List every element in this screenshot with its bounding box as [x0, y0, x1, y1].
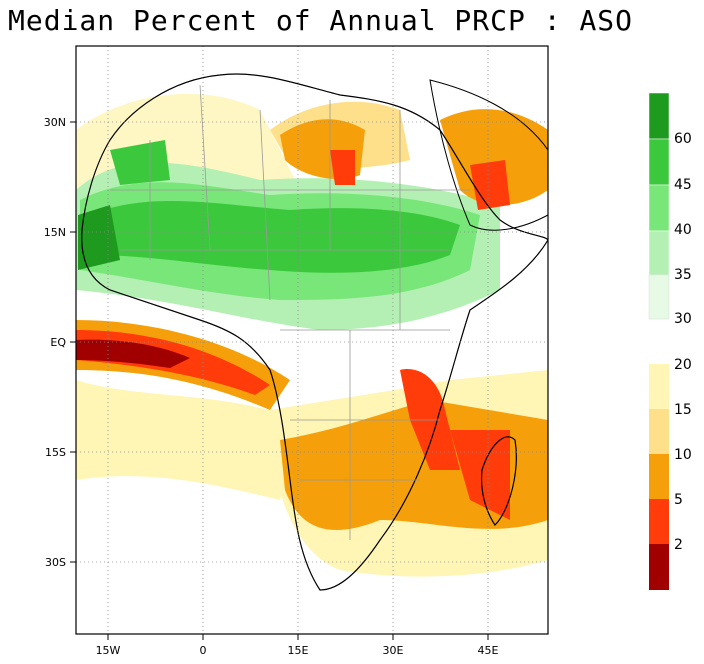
legend-swatch-dry-0 [649, 364, 669, 409]
legend-wet [648, 92, 670, 320]
x-tick-15w: 15W [96, 644, 121, 657]
legend-swatch-wet-1 [648, 138, 670, 186]
y-tick-30s: 30S [45, 556, 66, 569]
tick-marks [70, 121, 489, 640]
legend-label-40: 40 [674, 222, 692, 238]
precip-shading [76, 73, 548, 591]
legend-label-60: 60 [674, 131, 692, 147]
madagascar-outline [480, 436, 517, 526]
legend-dry [649, 364, 669, 590]
africa-outline [81, 73, 548, 591]
legend-swatch-wet-3 [648, 230, 670, 276]
chart-title: Median Percent of Annual PRCP : ASO [8, 4, 634, 37]
legend-label-15: 15 [674, 402, 692, 418]
red-patch-arabia [470, 160, 510, 210]
darkred-band-gulf [76, 339, 190, 368]
red-zone-mozambique [400, 369, 460, 470]
legend-swatch-dry-4 [649, 544, 669, 590]
legend-label-35: 35 [674, 267, 692, 283]
gridlines [76, 46, 548, 634]
x-tick-15e: 15E [288, 644, 309, 657]
x-tick-45e: 45E [478, 644, 499, 657]
country-borders [110, 84, 470, 540]
legend-swatch-wet-4 [648, 274, 670, 320]
legend-label-30: 30 [674, 311, 692, 327]
red-zone-madagascar [450, 430, 510, 520]
y-tick-15s: 15S [45, 446, 66, 459]
red-patch-libya [330, 150, 355, 185]
green-patch-west [110, 140, 170, 185]
y-tick-15n: 15N [44, 226, 66, 239]
legend-label-10: 10 [674, 447, 692, 463]
legend-swatch-wet-0 [648, 92, 670, 140]
arabia-outline [429, 79, 548, 231]
legend-swatch-wet-2 [648, 184, 670, 232]
green-band-inner [90, 200, 460, 273]
legend-label-20: 20 [674, 357, 692, 373]
yellow-band-south-atlantic [76, 380, 300, 500]
orange-patch-arabia [440, 109, 548, 205]
legend-swatch-dry-1 [649, 409, 669, 454]
legend-label-5: 5 [674, 492, 683, 508]
legend-swatch-dry-3 [649, 499, 669, 544]
x-tick-0: 0 [200, 644, 207, 657]
y-tick-30n: 30N [44, 116, 66, 129]
x-tick-30e: 30E [383, 644, 404, 657]
legend-label-2: 2 [674, 537, 683, 553]
legend-swatch-dry-2 [649, 454, 669, 499]
legend-label-45: 45 [674, 177, 692, 193]
y-tick-eq: EQ [50, 336, 66, 349]
green-band-core [78, 205, 120, 270]
map-frame [75, 45, 549, 635]
